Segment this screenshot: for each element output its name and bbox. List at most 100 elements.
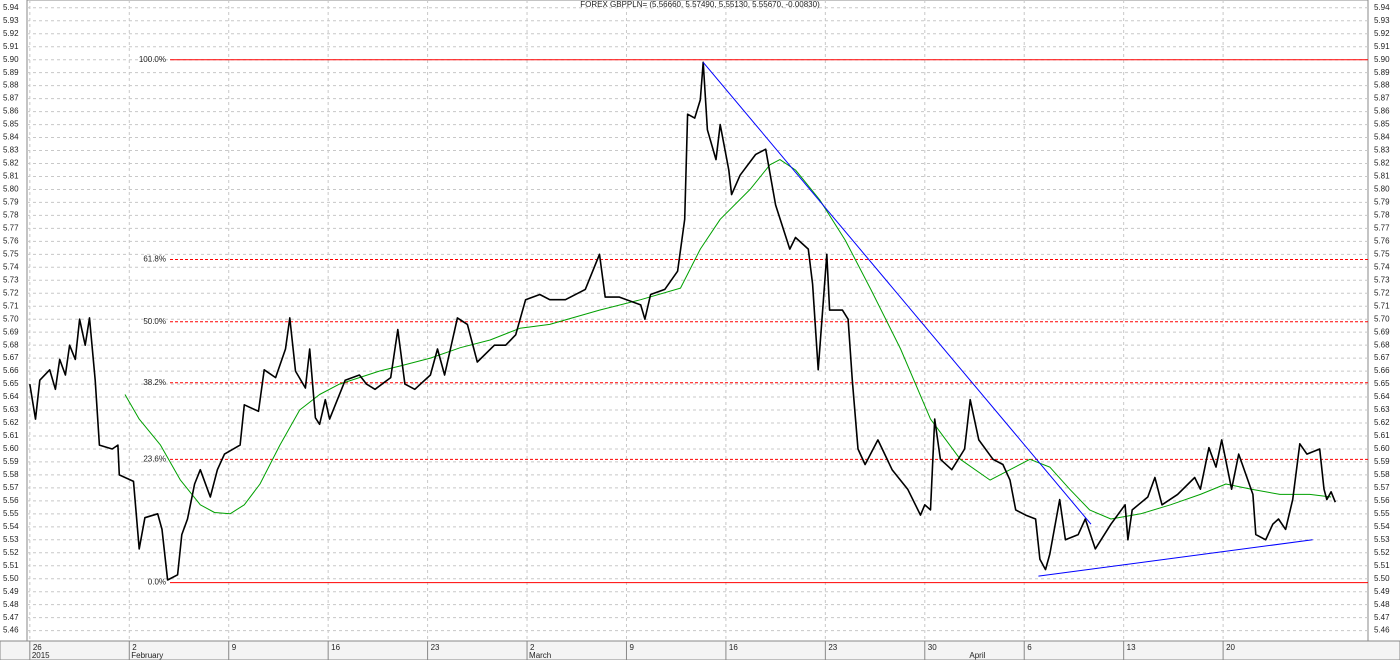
y-tick-label: 5.69 — [3, 327, 19, 336]
y-tick-label-right: 5.61 — [1374, 431, 1390, 440]
y-tick-label: 5.66 — [3, 366, 19, 375]
y-tick-label: 5.91 — [3, 42, 19, 51]
y-tick-label-right: 5.76 — [1374, 236, 1390, 245]
x-tick-label: 6 — [1027, 643, 1032, 652]
y-tick-label: 5.62 — [3, 418, 19, 427]
y-tick-label-right: 5.57 — [1374, 483, 1390, 492]
trend-line — [1038, 539, 1313, 577]
y-tick-label: 5.59 — [3, 457, 19, 466]
y-tick-label: 5.77 — [3, 223, 19, 232]
moving-average-line — [124, 159, 1332, 520]
y-tick-label: 5.68 — [3, 340, 19, 349]
y-tick-label-right: 5.60 — [1374, 444, 1390, 453]
y-tick-label-right: 5.86 — [1374, 107, 1390, 116]
y-tick-label: 5.48 — [3, 600, 19, 609]
y-tick-label-right: 5.93 — [1374, 16, 1390, 25]
y-tick-label: 5.78 — [3, 211, 19, 220]
x-tick-label: 9 — [232, 643, 237, 652]
y-tick-label-right: 5.82 — [1374, 159, 1390, 168]
y-tick-label-right: 5.71 — [1374, 301, 1390, 310]
y-tick-label: 5.56 — [3, 496, 19, 505]
y-tick-label-right: 5.52 — [1374, 548, 1390, 557]
y-tick-label-right: 5.67 — [1374, 353, 1390, 362]
y-tick-label: 5.93 — [3, 16, 19, 25]
x-tick-label: 13 — [1127, 643, 1136, 652]
y-tick-label: 5.58 — [3, 470, 19, 479]
y-tick-label: 5.87 — [3, 94, 19, 103]
y-tick-label-right: 5.64 — [1374, 392, 1390, 401]
y-tick-label: 5.74 — [3, 262, 19, 271]
y-tick-label-right: 5.53 — [1374, 535, 1390, 544]
y-tick-label-right: 5.89 — [1374, 68, 1390, 77]
y-tick-label: 5.80 — [3, 185, 19, 194]
level-label: 50.0% — [143, 317, 166, 326]
y-tick-label-right: 5.87 — [1374, 94, 1390, 103]
x-tick-label: 23 — [431, 643, 440, 652]
y-tick-label: 5.55 — [3, 509, 19, 518]
y-tick-label-right: 5.80 — [1374, 185, 1390, 194]
x-axis-strip — [0, 640, 1400, 660]
y-tick-label: 5.79 — [3, 198, 19, 207]
y-tick-label: 5.90 — [3, 55, 19, 64]
level-label: 23.6% — [143, 454, 166, 463]
y-tick-label: 5.81 — [3, 172, 19, 181]
y-tick-label: 5.88 — [3, 81, 19, 90]
y-tick-label-right: 5.66 — [1374, 366, 1390, 375]
y-tick-label-right: 5.79 — [1374, 198, 1390, 207]
x-tick-label: 2 — [530, 643, 535, 652]
y-tick-label-right: 5.48 — [1374, 600, 1390, 609]
x-tick-label: 30 — [928, 643, 937, 652]
plot-area — [26, 0, 1369, 642]
level-label: 38.2% — [143, 378, 166, 387]
y-tick-label-right: 5.85 — [1374, 120, 1390, 129]
y-tick-label: 5.72 — [3, 288, 19, 297]
y-tick-label: 5.61 — [3, 431, 19, 440]
y-tick-label-right: 5.58 — [1374, 470, 1390, 479]
y-tick-label: 5.86 — [3, 107, 19, 116]
x-tick-label: 23 — [828, 643, 837, 652]
y-tick-label: 5.67 — [3, 353, 19, 362]
y-tick-label-right: 5.65 — [1374, 379, 1390, 388]
y-tick-label: 5.84 — [3, 133, 19, 142]
y-tick-label-right: 5.84 — [1374, 133, 1390, 142]
y-tick-label-right: 5.91 — [1374, 42, 1390, 51]
y-tick-label: 5.63 — [3, 405, 19, 414]
month-label: March — [529, 651, 551, 660]
y-tick-label: 5.46 — [3, 626, 19, 635]
y-tick-label-right: 5.72 — [1374, 288, 1390, 297]
y-tick-label: 5.76 — [3, 236, 19, 245]
y-tick-label: 5.73 — [3, 275, 19, 284]
y-tick-label-right: 5.92 — [1374, 29, 1390, 38]
y-tick-label: 5.52 — [3, 548, 19, 557]
month-label: 2015 — [32, 651, 50, 660]
y-tick-label-right: 5.46 — [1374, 626, 1390, 635]
y-tick-label-right: 5.88 — [1374, 81, 1390, 90]
x-tick-label: 16 — [331, 643, 340, 652]
price-line — [29, 61, 1337, 581]
y-tick-label: 5.54 — [3, 522, 19, 531]
y-tick-label: 5.94 — [3, 3, 19, 12]
x-tick-label: 9 — [629, 643, 634, 652]
y-tick-label-right: 5.68 — [1374, 340, 1390, 349]
y-tick-label: 5.65 — [3, 379, 19, 388]
y-tick-label: 5.82 — [3, 159, 19, 168]
y-tick-label-right: 5.59 — [1374, 457, 1390, 466]
x-tick-label: 2 — [132, 643, 137, 652]
y-tick-label-right: 5.49 — [1374, 587, 1390, 596]
y-tick-label-right: 5.90 — [1374, 55, 1390, 64]
y-tick-label: 5.85 — [3, 120, 19, 129]
y-tick-label: 5.83 — [3, 146, 19, 155]
y-tick-label-right: 5.70 — [1374, 314, 1390, 323]
y-tick-label-right: 5.81 — [1374, 172, 1390, 181]
y-tick-label-right: 5.62 — [1374, 418, 1390, 427]
y-tick-label-right: 5.74 — [1374, 262, 1390, 271]
month-label: April — [969, 651, 985, 660]
y-tick-label-right: 5.75 — [1374, 249, 1390, 258]
y-tick-label-right: 5.54 — [1374, 522, 1390, 531]
y-tick-label: 5.49 — [3, 587, 19, 596]
y-tick-label: 5.75 — [3, 249, 19, 258]
y-tick-label-right: 5.77 — [1374, 223, 1390, 232]
y-tick-label: 5.50 — [3, 574, 19, 583]
